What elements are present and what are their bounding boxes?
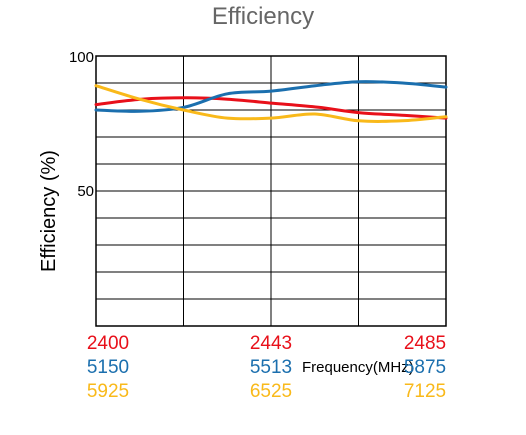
x-tick-label: 6525 <box>250 381 292 402</box>
x-tick-label: 2443 <box>250 333 292 354</box>
plot-frame <box>95 55 447 327</box>
x-tick-label: 5875 <box>404 357 446 378</box>
x-tick-label: 5150 <box>87 357 129 378</box>
y-axis-label: Efficiency (%) <box>38 150 60 272</box>
chart-title: Efficiency <box>212 3 314 30</box>
series-line-5150-5875 <box>94 80 448 113</box>
x-axis-label: Frequency(MHz) <box>302 359 414 376</box>
y-tick-top: 100 <box>69 49 94 66</box>
series-lines <box>94 80 448 123</box>
x-tick-label: 2485 <box>404 333 446 354</box>
x-tick-label: 2400 <box>87 333 129 354</box>
y-tick-mid: 50 <box>77 183 94 200</box>
x-tick-labels: 2400 2443 2485 5150 5513 5875 5925 6525 7125 <box>87 333 446 402</box>
series-line-5925-7125 <box>94 84 448 123</box>
x-tick-label: 7125 <box>404 381 446 402</box>
series-line-2400-2485 <box>94 96 448 120</box>
x-tick-label: 5513 <box>250 357 292 378</box>
x-tick-label: 5925 <box>87 381 129 402</box>
grid <box>95 55 447 327</box>
